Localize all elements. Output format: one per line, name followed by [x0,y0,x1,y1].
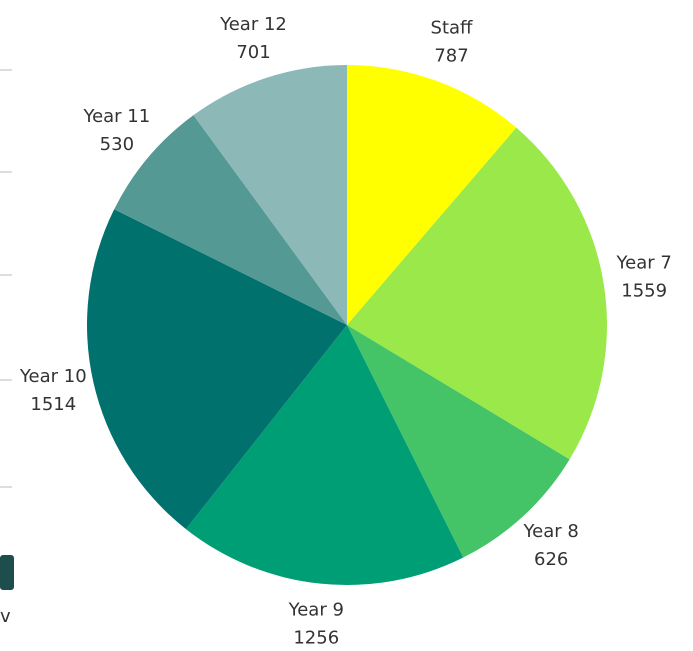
pie-slice [185,325,464,585]
background-fragments [0,69,12,488]
fragment-text: v [0,606,11,627]
pie-slice [347,325,570,558]
slice-value: 787 [434,46,468,67]
slice-value: 701 [236,42,270,63]
slice-label: Year 10 [19,366,87,387]
pie-slice [347,127,607,460]
pie-slice [114,115,347,325]
slice-label: Year 8 [523,521,579,542]
slice-value: 1514 [30,394,76,415]
slice-value: 530 [100,134,134,155]
slice-value: 626 [534,549,568,570]
slice-value: 1256 [293,627,339,648]
pie-slice [193,65,347,325]
fragment-swatch [0,555,14,590]
slice-label: Staff [431,18,474,39]
slice-label: Year 11 [82,106,150,127]
pie-slice [86,209,348,530]
slice-label: Year 12 [219,14,287,35]
slice-label: Year 7 [616,252,672,273]
slice-label: Year 9 [288,599,344,620]
slice-value: 1559 [621,280,667,301]
pie-slice [347,65,517,325]
